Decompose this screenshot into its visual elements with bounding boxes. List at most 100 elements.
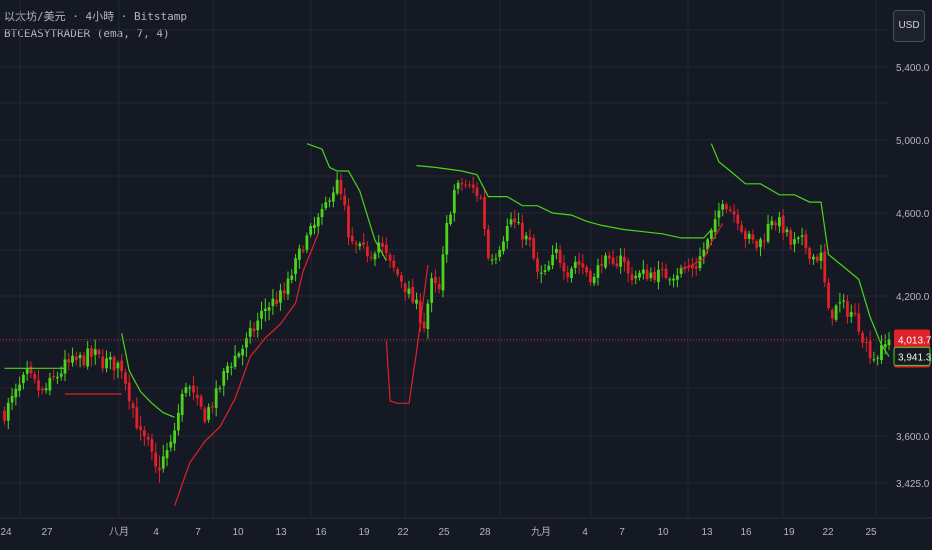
candle-body: [732, 211, 736, 215]
candle: [362, 233, 365, 249]
candle: [479, 194, 483, 200]
candle: [25, 360, 29, 381]
candle: [660, 261, 664, 278]
candle: [44, 382, 48, 394]
candle: [411, 278, 415, 305]
candle-body: [331, 192, 335, 202]
x-tick-label: 7: [195, 527, 201, 538]
candle-body: [759, 239, 762, 248]
candle-body: [282, 290, 286, 294]
candle-body: [762, 240, 766, 242]
y-tick-label: 5,400.0: [896, 63, 930, 74]
candle: [233, 345, 237, 370]
candle: [664, 263, 668, 280]
candle-body: [479, 197, 483, 199]
candle-body: [830, 309, 834, 319]
candle-body: [634, 275, 638, 279]
candle: [774, 219, 778, 231]
currency-button[interactable]: USD: [893, 10, 925, 42]
candle-body: [517, 222, 520, 224]
candle: [558, 244, 562, 269]
candle-body: [539, 272, 543, 274]
candle: [623, 247, 626, 272]
candle: [207, 403, 211, 423]
candle: [173, 422, 176, 451]
candle: [554, 242, 558, 260]
candle: [203, 405, 207, 424]
candle: [354, 240, 358, 254]
candle-body: [812, 256, 815, 260]
x-tick-label: 八月: [109, 526, 129, 538]
candle: [82, 352, 86, 368]
candle: [108, 351, 112, 370]
candle: [282, 282, 286, 300]
candle: [585, 264, 589, 277]
candle-body: [796, 237, 800, 240]
candle: [842, 293, 846, 309]
candle: [672, 274, 675, 288]
candle: [6, 397, 10, 430]
indicator-lines: [4, 143, 890, 506]
candle: [630, 267, 634, 286]
candle-body: [793, 239, 796, 245]
candle-body: [868, 340, 872, 359]
candle: [388, 252, 392, 268]
candle: [846, 295, 849, 324]
candle: [823, 243, 827, 287]
candle: [358, 241, 362, 250]
candle-body: [33, 374, 37, 380]
candle-body: [301, 250, 305, 252]
candle: [105, 350, 108, 373]
candle-body: [252, 328, 256, 332]
candle: [373, 251, 377, 267]
candle-body: [139, 426, 142, 430]
candle-body: [573, 261, 577, 269]
candle: [887, 332, 891, 351]
x-tick-label: 4: [153, 527, 159, 538]
candle-body: [468, 184, 471, 186]
indicator-segment-up: [416, 165, 712, 239]
candle: [691, 257, 694, 278]
x-tick-label: 16: [740, 527, 752, 538]
candle-body: [112, 357, 116, 371]
candle-body: [245, 338, 248, 348]
candle: [468, 180, 471, 189]
candle-body: [766, 223, 770, 242]
candle: [229, 362, 233, 376]
x-tick-label: 25: [865, 527, 877, 538]
candle-body: [40, 388, 44, 391]
candle-body: [683, 268, 687, 270]
candle: [483, 189, 486, 236]
candle-body: [713, 219, 717, 233]
candle-body: [154, 452, 158, 467]
candle-body: [774, 222, 778, 225]
candle: [324, 196, 328, 211]
candle-body: [475, 187, 479, 197]
candle-body: [471, 184, 475, 188]
candle: [40, 386, 44, 395]
candle: [339, 173, 343, 201]
candle-body: [135, 407, 139, 429]
candle-body: [105, 358, 108, 369]
candle: [657, 260, 660, 290]
candle: [271, 289, 275, 315]
candle-body: [849, 312, 853, 317]
candle: [97, 348, 101, 359]
candle-body: [577, 261, 581, 265]
candle: [804, 229, 808, 255]
candle-body: [411, 286, 415, 303]
candle: [547, 260, 551, 272]
indicator-segment-down: [385, 264, 429, 404]
candle: [369, 251, 373, 262]
candle-body: [725, 204, 728, 210]
candle-body: [180, 393, 184, 416]
candle: [562, 254, 566, 280]
candle-body: [339, 180, 343, 195]
candle: [430, 272, 434, 313]
candle: [286, 271, 290, 300]
candle: [18, 376, 22, 397]
candle: [267, 302, 271, 321]
candle-body: [562, 262, 566, 272]
y-tick-label: 4,200.0: [896, 292, 930, 303]
candle-body: [452, 190, 456, 214]
